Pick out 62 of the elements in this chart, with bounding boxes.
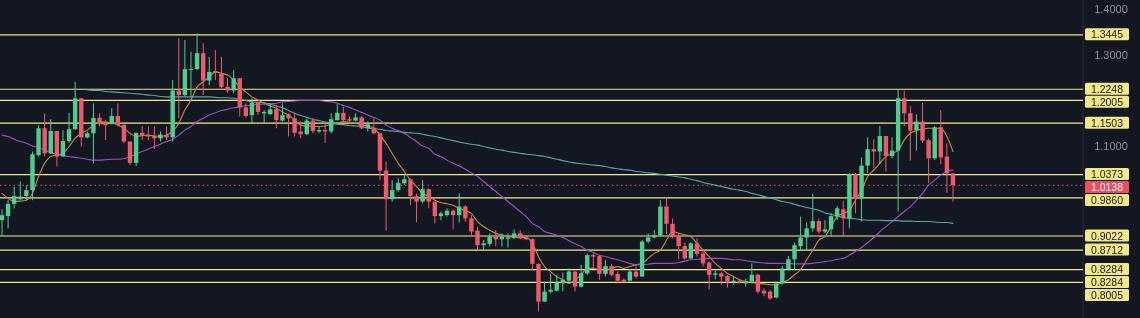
candlestick — [438, 211, 444, 221]
ref-line-label: 0.8284 — [1090, 263, 1124, 276]
candlestick — [420, 179, 425, 204]
candlestick — [11, 186, 17, 209]
candlestick — [231, 69, 236, 94]
candlestick — [865, 136, 870, 174]
candlestick — [127, 140, 133, 166]
ref-line-label: 1.3445 — [1090, 28, 1124, 41]
candlestick — [426, 187, 431, 209]
ref-line-label: 1.0138 — [1090, 181, 1124, 194]
ref-line-label: 1.2005 — [1090, 95, 1124, 108]
candlestick — [274, 104, 279, 129]
ref-line-label: 1.0373 — [1090, 168, 1124, 181]
ref-line-label: 0.9022 — [1090, 229, 1124, 242]
candlestick — [414, 192, 419, 223]
candlestick — [749, 262, 755, 284]
candlestick — [542, 281, 547, 303]
candlestick — [207, 56, 212, 86]
candlestick — [292, 112, 297, 137]
candlestick — [48, 118, 53, 155]
candlestick — [578, 264, 584, 289]
candlestick — [908, 105, 913, 162]
candlestick — [670, 217, 675, 239]
candlestick — [664, 197, 669, 235]
ref-line-label: 1.1503 — [1090, 116, 1124, 129]
candlestick — [676, 232, 681, 260]
legend-label: 0.8005 — [1090, 289, 1124, 302]
candlestick — [902, 90, 907, 127]
y-tick-label: 1.3000 — [1094, 48, 1128, 61]
candlestick — [286, 112, 291, 137]
candlestick — [213, 49, 218, 81]
candlestick — [841, 200, 846, 236]
candlestick — [0, 208, 5, 236]
candlestick — [66, 112, 72, 144]
candlestick — [152, 125, 157, 150]
candlestick — [115, 102, 121, 127]
candlestick — [389, 179, 395, 203]
candlestick — [505, 232, 511, 248]
candlestick — [883, 135, 889, 173]
candlestick — [694, 237, 700, 258]
candlestick — [219, 56, 224, 89]
candlestick — [548, 272, 553, 294]
candlestick — [585, 252, 590, 276]
candlestick — [706, 261, 712, 290]
candlestick — [194, 32, 200, 71]
y-tick-label: 1.1000 — [1094, 139, 1128, 152]
candlestick — [828, 212, 834, 238]
line-series — [1, 71, 954, 286]
candlestick — [572, 270, 578, 293]
candlestick — [188, 51, 194, 98]
ref-line-label: 0.9860 — [1090, 194, 1124, 207]
candlestick — [633, 264, 639, 279]
ref-line-label: 0.8712 — [1090, 243, 1124, 256]
candlestick — [511, 228, 517, 240]
ref-line-label: 1.2248 — [1090, 82, 1124, 95]
y-tick-label: 1.4000 — [1094, 3, 1128, 16]
candlestick — [914, 113, 919, 152]
candlestick — [822, 219, 828, 234]
candlestick — [804, 221, 809, 252]
candlestick — [91, 102, 96, 164]
candlestick — [755, 273, 761, 294]
text: 0.8284 — [1090, 276, 1124, 289]
